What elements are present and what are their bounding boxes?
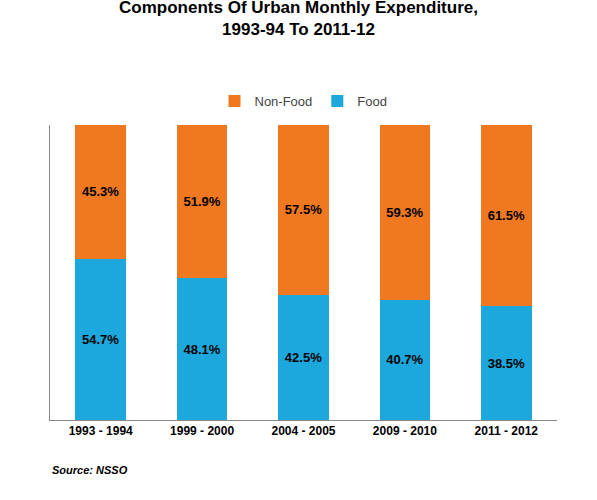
svg-text:1993 - 1994: 1993 - 1994 — [69, 424, 133, 438]
svg-text:Food: Food — [357, 94, 387, 109]
svg-text:2004 - 2005: 2004 - 2005 — [271, 424, 335, 438]
svg-text:Non-Food: Non-Food — [255, 94, 313, 109]
svg-text:1999 - 2000: 1999 - 2000 — [170, 424, 234, 438]
svg-text:40.7%: 40.7% — [386, 352, 423, 367]
svg-text:54.7%: 54.7% — [82, 332, 119, 347]
svg-text:2011 - 2012: 2011 - 2012 — [475, 424, 539, 438]
svg-text:57.5%: 57.5% — [285, 202, 322, 217]
svg-text:38.5%: 38.5% — [488, 356, 525, 371]
svg-text:42.5%: 42.5% — [285, 350, 322, 365]
svg-text:45.3%: 45.3% — [82, 184, 119, 199]
svg-text:Source: NSSO: Source: NSSO — [52, 464, 128, 476]
svg-text:61.5%: 61.5% — [488, 208, 525, 223]
svg-text:59.3%: 59.3% — [386, 205, 423, 220]
svg-text:51.9%: 51.9% — [183, 194, 220, 209]
svg-text:2009 - 2010: 2009 - 2010 — [373, 424, 437, 438]
svg-text:Components Of Urban Monthly Ex: Components Of Urban Monthly Expenditure,… — [119, 0, 478, 39]
svg-text:48.1%: 48.1% — [183, 342, 220, 357]
